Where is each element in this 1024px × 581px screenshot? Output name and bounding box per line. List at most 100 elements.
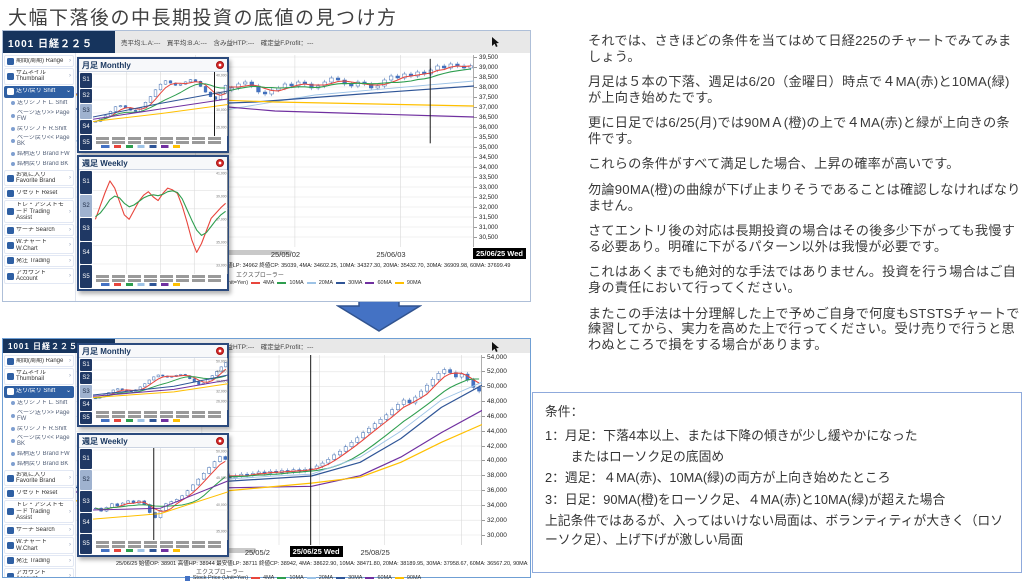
step-button-s5[interactable]: S5 <box>80 411 92 425</box>
sidebar-item[interactable]: 銘柄戻り Brand BK <box>9 160 74 169</box>
y-axis-label: 35,500 <box>474 133 498 141</box>
sidebar-item-icon <box>11 162 15 167</box>
weekly-chart-window[interactable]: 週足 Weekly S1 S2 S3 S4 S5 41,000 39,000 37,000 3… <box>77 155 229 291</box>
step-button-s5[interactable]: S5 <box>80 533 92 555</box>
sidebar-item-icon <box>11 126 15 131</box>
mini-legend <box>101 145 219 148</box>
step-button-s3[interactable]: S3 <box>80 104 92 119</box>
sidebar: 期間(周期) Range › サムネイル Thumbnail › 送り/戻り Shift… <box>3 353 76 577</box>
sidebar-item[interactable]: 戻りシフト R.Shift <box>9 124 74 133</box>
sidebar-item[interactable]: 銘柄送り Brand FW <box>9 150 74 159</box>
paragraph: これはあくまでも絶対的な手法ではありません。投資を行う場合はご自身の責任において… <box>588 264 1017 295</box>
sidebar-item[interactable]: リセット Reset <box>4 187 74 200</box>
chevron-icon: › <box>69 557 71 564</box>
weekly-chart: 41,000 39,000 37,000 35,000 33,000 <box>93 170 228 274</box>
sidebar-item[interactable]: アカウント Account › <box>4 567 74 577</box>
sidebar-item[interactable]: ページ送り>> Page FW <box>9 109 74 124</box>
sidebar-item-label: 期間(周期) Range <box>16 357 64 364</box>
step-button-s1[interactable]: S1 <box>80 171 92 194</box>
alert-badge-icon[interactable] <box>216 159 224 167</box>
step-button-s3[interactable]: S3 <box>80 385 92 398</box>
step-button-s1[interactable]: S1 <box>80 359 92 372</box>
sidebar-item[interactable]: サムネイル Thumbnail › <box>4 368 74 385</box>
legend-label: 30MA <box>348 575 363 581</box>
sidebar-item[interactable]: 戻りシフト R.Shift <box>9 424 74 433</box>
sidebar-item[interactable]: アカウント Account › <box>4 267 74 285</box>
svg-text:40,000: 40,000 <box>216 74 226 78</box>
sidebar-item[interactable]: トレ・アシストモード Trading Assist › <box>4 500 74 524</box>
step-button-s2[interactable]: S2 <box>80 470 92 491</box>
mini-status-text <box>96 137 224 140</box>
weekly-chart-window[interactable]: 週足 Weekly S1 S2 S3 S4 S5 50,000 45,000 40,000 3… <box>77 433 229 557</box>
sidebar-item[interactable]: お気に入り Favorite Brand › <box>4 169 74 187</box>
sidebar-item-icon <box>7 189 14 197</box>
sidebar-item[interactable]: リセット Reset <box>4 487 74 500</box>
step-button-s5[interactable]: S5 <box>80 135 92 150</box>
step-button-s4[interactable]: S4 <box>80 512 92 533</box>
sidebar-item-icon <box>7 72 14 80</box>
sidebar-item-label: サムネイル Thumbnail <box>16 370 46 383</box>
condition-line: 上記条件ではあるが、入ってはいけない局面は、ボランティティが大きく（ロソーソク足… <box>545 512 1003 547</box>
sidebar-item[interactable]: ページ戻り<< Page BK <box>9 134 74 149</box>
step-button-s2[interactable]: S2 <box>80 372 92 385</box>
chevron-icon: › <box>69 208 71 215</box>
sidebar-item-icon <box>11 452 15 457</box>
legend-line-swatch <box>365 282 375 284</box>
sidebar-item[interactable]: サムネイル Thumbnail › <box>4 68 74 85</box>
svg-text:45,000: 45,000 <box>216 476 226 480</box>
sidebar-item-label: アカウント Account <box>16 569 47 577</box>
sidebar-item[interactable]: 銘柄戻り Brand BK <box>9 460 74 469</box>
selected-date-label: 25/06/25 Wed <box>289 546 343 557</box>
sidebar-item[interactable]: トレ・アシストモード Trading Assist › <box>4 200 74 224</box>
step-button-s1[interactable]: S1 <box>80 449 92 470</box>
sidebar-item-icon <box>7 88 14 96</box>
sidebar-item[interactable]: 期間(周期) Range › <box>4 55 74 67</box>
step-button-s4[interactable]: S4 <box>80 398 92 411</box>
legend-label: 4MA <box>263 575 275 581</box>
mini-status-text <box>96 411 224 414</box>
monthly-chart-window[interactable]: 月足 Monthly S1 S2 S3 S4 S5 50,000 44,000 38,000… <box>77 343 229 427</box>
step-button-s1[interactable]: S1 <box>80 73 92 88</box>
step-button-s4[interactable]: S4 <box>80 119 92 135</box>
mini-legend <box>101 549 219 552</box>
y-axis-label: 37,500 <box>474 93 498 101</box>
y-axis-label: 32,000 <box>482 516 507 524</box>
step-button-s4[interactable]: S4 <box>80 241 92 265</box>
sidebar-item-label: 銘柄戻り Brand BK <box>17 461 69 468</box>
sidebar-item[interactable]: ページ送り>> Page FW <box>9 409 74 424</box>
sidebar-item-icon <box>11 101 15 106</box>
sidebar-item[interactable]: W.チャート W.Chart › <box>4 237 74 254</box>
sidebar-item-label: 戻りシフト R.Shift <box>17 425 67 432</box>
sidebar-item[interactable]: 銘柄送り Brand FW <box>9 450 74 459</box>
sidebar-item[interactable]: 送り/戻り Shift ⌄ <box>4 385 74 398</box>
monthly-chart: 50,000 44,000 38,000 32,000 26,000 <box>93 358 228 410</box>
sidebar-item[interactable]: サーチ Search › <box>4 224 74 237</box>
alert-badge-icon[interactable] <box>216 61 224 69</box>
sidebar-item[interactable]: 送り/戻り Shift ⌄ <box>4 85 74 98</box>
sidebar-item[interactable]: 送りシフト L. Shift <box>9 399 74 408</box>
sidebar-item[interactable]: ページ戻り<< Page BK <box>9 434 74 449</box>
sidebar-item[interactable]: 送りシフト L. Shift <box>9 99 74 108</box>
sidebar-item[interactable]: W.チャート W.Chart › <box>4 537 74 554</box>
alert-badge-icon[interactable] <box>216 347 224 355</box>
mini-status-text <box>96 141 224 144</box>
y-axis-label: 46,000 <box>482 412 507 420</box>
sidebar-item[interactable]: 発注 Trading › <box>4 254 74 267</box>
conditions-box: 条件： 1：月足：下落4本以上、または下降の傾きが少し緩やかになった またはロー… <box>532 392 1022 573</box>
sidebar-item[interactable]: サーチ Search › <box>4 524 74 537</box>
monthly-chart-window[interactable]: 月足 Monthly S1 S2 S3 S4 S5 40,000 35,000 30,000… <box>77 57 229 153</box>
explanation-text: それでは、さきほどの条件を当てはめて日経225のチャートでみてみましょう。 月足は… <box>588 33 1022 362</box>
sidebar-item[interactable]: お気に入り Favorite Brand › <box>4 469 74 487</box>
step-button-s3[interactable]: S3 <box>80 218 92 241</box>
step-button-s5[interactable]: S5 <box>80 265 92 288</box>
y-axis-label: 50,000 <box>482 383 507 391</box>
step-button-s2[interactable]: S2 <box>80 88 92 104</box>
sidebar-item[interactable]: 発注 Trading › <box>4 554 74 567</box>
step-button-s2[interactable]: S2 <box>80 194 92 218</box>
trading-app-window-after: 1001 日経２２５ 売平均:L.A:--- 買平均:B.A:--- 含み益HT… <box>2 338 531 581</box>
step-button-s3[interactable]: S3 <box>80 491 92 512</box>
sidebar-item[interactable]: 期間(周期) Range › <box>4 355 74 367</box>
sidebar: 期間(周期) Range › サムネイル Thumbnail › 送り/戻り Shift… <box>3 53 76 301</box>
weekly-window-title: 週足 Weekly <box>82 158 128 168</box>
alert-badge-icon[interactable] <box>216 437 224 445</box>
